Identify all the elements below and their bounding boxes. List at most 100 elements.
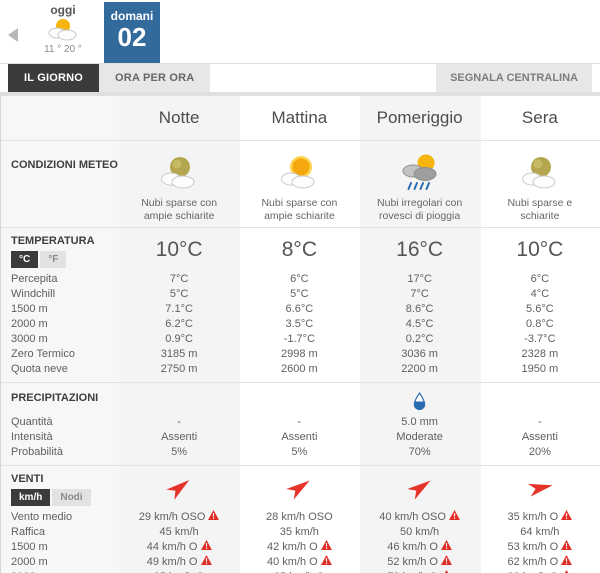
wind-unit-toggle: km/h Nodi (11, 489, 119, 506)
wind-direction-arrow (480, 466, 600, 510)
main-temperature: 10°C (516, 238, 564, 261)
wind-value: 35 km/h O (507, 511, 559, 523)
day-label: oggi (50, 3, 76, 17)
value-cell: 4°C (530, 288, 550, 300)
value-cell: Assenti (521, 431, 558, 443)
empty-cell (480, 383, 600, 415)
row-label: Zero Termico (11, 348, 75, 360)
condition-cell: Nubi irregolari con rovesci di pioggia (360, 141, 480, 227)
wind-value: 53 km/h O (507, 541, 559, 553)
wind-value: 83 km/h O (508, 570, 559, 573)
table-row: 2000 m 6.2°C 3.5°C 4.5°C 0.8°C (1, 317, 600, 332)
day-number: 02 (117, 22, 147, 52)
tab-il-giorno[interactable]: IL GIORNO (8, 64, 100, 92)
conditions-section: CONDIZIONI METEO Nubi sparse con ampie s… (1, 140, 600, 227)
value-cell: 20% (528, 446, 551, 458)
row-label: Probabilità (11, 446, 63, 458)
condition-description: Nubi sparse e schiarite (507, 197, 573, 223)
value-cell: 83 km/h O (480, 570, 600, 573)
row-label: Windchill (11, 288, 56, 300)
table-row: Vento medio 29 km/h OSO 28 km/h OSO 40 km/h… (1, 510, 600, 525)
knots-button[interactable]: Nodi (52, 489, 91, 506)
column-header: Sera (521, 108, 558, 127)
value-cell: 5% (291, 446, 308, 458)
table-row: Zero Termico 3185 m 2998 m 3036 m 2328 m (1, 347, 600, 362)
table-row: Percepita 7°C 6°C 17°C 6°C (1, 272, 600, 287)
arrow-icon (526, 478, 554, 497)
value-cell: 2600 m (281, 363, 318, 375)
table-row: Windchill 5°C 5°C 7°C 4°C (1, 287, 600, 302)
value-cell: 25 km/h O (239, 570, 359, 573)
fahrenheit-button[interactable]: °F (40, 251, 67, 268)
value-cell: 50 km/h (360, 525, 480, 540)
value-cell: 62 km/h O (480, 555, 600, 570)
value-cell: 5°C (290, 288, 309, 300)
arrow-icon (285, 475, 314, 501)
value-cell: Assenti (161, 431, 198, 443)
warning-icon (446, 510, 460, 525)
value-cell: 70% (408, 446, 431, 458)
warning-icon (558, 555, 573, 570)
value-cell: 25 km/h O (119, 570, 239, 573)
value-cell: 3.5°C (285, 318, 314, 330)
tab-ora-per-ora[interactable]: ORA PER ORA (99, 64, 211, 92)
row-label: 3000 m (1, 570, 119, 573)
value-cell: 46 km/h O (360, 540, 480, 555)
value-cell: 7.1°C (165, 303, 193, 315)
value-cell: -1.7°C (283, 333, 316, 345)
column-header: Mattina (271, 108, 328, 127)
report-station-button[interactable]: SEGNALA CENTRALINA (436, 64, 592, 92)
value-cell: 42 km/h O (239, 540, 359, 555)
wind-value: 45 km/h (159, 526, 199, 538)
condition-description: Nubi sparse con ampie schiarite (261, 197, 338, 223)
value-cell: 0.2°C (405, 333, 434, 345)
wind-value: 25 km/h O (154, 570, 205, 573)
celsius-button[interactable]: °C (11, 251, 39, 268)
table-row: 2000 m 49 km/h O 40 km/h O 52 km/h O 62 km/h… (1, 555, 600, 570)
warning-icon (558, 510, 573, 525)
column-header-section: Notte Mattina Pomeriggio Sera (1, 95, 600, 140)
warning-icon (205, 510, 220, 525)
value-cell: 6.6°C (285, 303, 314, 315)
section-label-precipitation: PRECIPITAZIONI (11, 392, 99, 404)
row-label: 1500 m (11, 303, 48, 315)
row-label: 1500 m (11, 541, 48, 553)
row-label: Raffica (11, 526, 46, 538)
value-cell: 8.6°C (405, 303, 434, 315)
condition-description: Nubi sparse con ampie schiarite (141, 197, 218, 223)
value-cell: 53 km/h O (480, 540, 600, 555)
chevron-left-icon[interactable] (8, 28, 18, 42)
table-row: Quota neve 2750 m 2600 m 2200 m 1950 m (1, 362, 600, 377)
arrow-icon (405, 475, 434, 501)
row-label: Intensità (11, 431, 53, 443)
warning-icon (198, 540, 212, 555)
wind-value: 73 km/h O (387, 570, 438, 573)
kmh-button[interactable]: km/h (11, 489, 51, 506)
value-cell: 29 km/h OSO (119, 510, 239, 525)
value-cell: 7°C (410, 288, 429, 300)
main-temperature: 10°C (155, 238, 203, 261)
table-row: 1500 m 7.1°C 6.6°C 8.6°C 5.6°C (1, 302, 600, 317)
condition-cell: Nubi sparse con ampie schiarite (119, 141, 239, 227)
day-selector-tomorrow[interactable]: domani 02 (104, 2, 160, 63)
row-label: Vento medio (11, 511, 73, 523)
section-label-conditions: CONDIZIONI METEO (11, 159, 118, 171)
warning-icon (198, 555, 212, 570)
value-cell: - (538, 416, 542, 428)
wind-value: 50 km/h (400, 526, 440, 538)
wind-value: 64 km/h (520, 526, 560, 538)
precipitation-section: PRECIPITAZIONI Quantità - - 5.0 mm - Intensit… (1, 382, 600, 465)
wind-arrow-row: VENTI km/h Nodi (1, 466, 600, 510)
wind-value: 40 km/h OSO (379, 511, 446, 523)
precipitation-rows: Quantità - - 5.0 mm - Intensità Assenti Assenti… (1, 415, 600, 460)
wind-value: 52 km/h O (387, 556, 438, 568)
empty-cell (119, 383, 239, 415)
sun-clouds-icon (26, 17, 100, 46)
day-selector-today[interactable]: oggi 11 ° 20 ° (26, 3, 100, 55)
value-cell: Moderate (396, 431, 443, 443)
value-cell: - (297, 416, 302, 428)
arrow-icon (165, 474, 194, 501)
condition-cell: Nubi sparse con ampie schiarite (239, 141, 359, 227)
table-row: Raffica 45 km/h 35 km/h 50 km/h 64 km/h (1, 525, 600, 540)
value-cell: 5°C (169, 288, 189, 300)
